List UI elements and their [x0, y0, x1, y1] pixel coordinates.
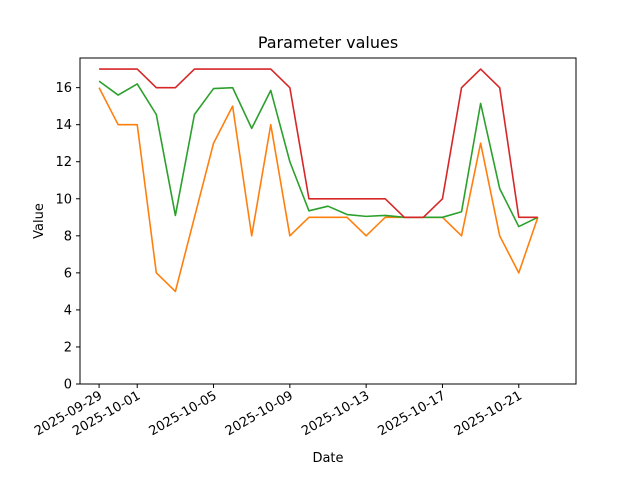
x-axis-label: Date: [312, 451, 343, 466]
y-tick-label: 14: [55, 118, 72, 133]
series-line-1: [98, 87, 539, 293]
y-tick-label: 16: [55, 81, 72, 96]
y-tick-label: 0: [64, 378, 72, 393]
x-tick-label: 2025-10-09: [223, 388, 296, 439]
y-tick-label: 6: [64, 266, 72, 281]
x-tick-label: 2025-10-21: [452, 388, 525, 439]
y-tick-label: 4: [64, 303, 72, 318]
x-tick-label: 2025-10-13: [299, 388, 372, 439]
y-tick-label: 2: [64, 340, 72, 355]
series-line-3: [99, 68, 538, 219]
y-axis: 0 2 4 6 8 10 12 14 16: [55, 81, 80, 393]
x-tick-label: 2025-10-05: [147, 388, 220, 439]
series-layer: [98, 68, 539, 293]
y-tick-label: 8: [64, 229, 72, 244]
x-tick-label: 2025-10-17: [376, 388, 449, 439]
y-tick-label: 10: [55, 192, 72, 207]
plot-frame: [79, 57, 577, 385]
y-tick-label: 12: [55, 155, 72, 170]
chart-title: Parameter values: [258, 33, 398, 52]
series-line-2: [98, 80, 539, 228]
y-axis-label: Value: [32, 203, 47, 239]
